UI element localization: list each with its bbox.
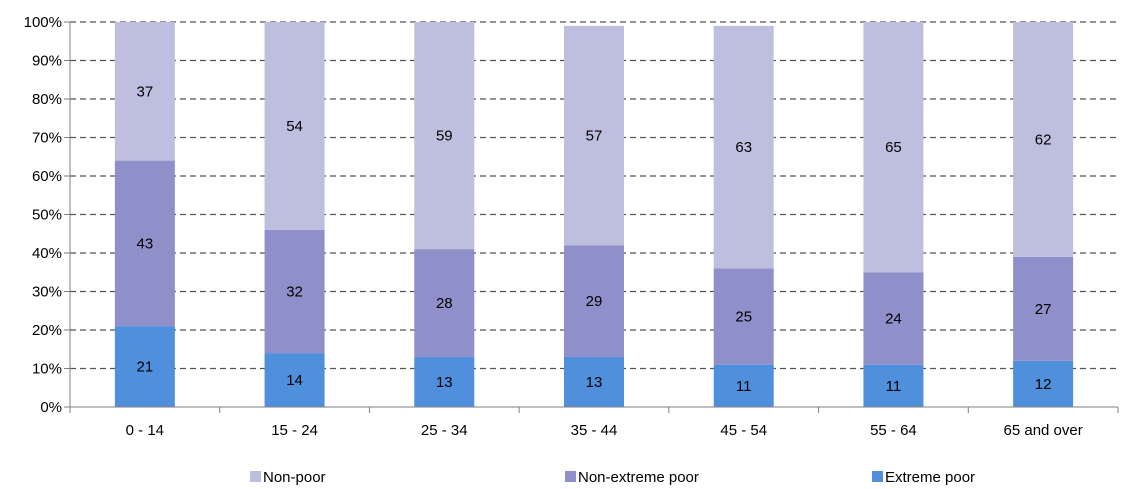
y-tick-label: 10%	[32, 361, 62, 378]
data-label: 11	[736, 378, 752, 395]
bar-segment	[564, 356, 624, 407]
data-label: 43	[137, 235, 154, 252]
x-tick-label: 65 and over	[1004, 422, 1083, 439]
y-tick-label: 30%	[32, 284, 62, 301]
data-label: 54	[286, 118, 303, 135]
legend-swatch	[565, 471, 576, 482]
bar-segment	[414, 356, 475, 407]
data-label: 28	[436, 295, 453, 312]
data-label: 12	[1035, 376, 1052, 393]
bars	[114, 22, 1074, 407]
data-label: 29	[586, 293, 603, 310]
data-label: 62	[1035, 131, 1052, 148]
bar-segment	[414, 249, 475, 357]
legend-label: Non-poor	[263, 469, 326, 486]
x-tick-label: 15 - 24	[271, 422, 318, 439]
x-tick-label: 25 - 34	[421, 422, 468, 439]
bar-segment	[564, 25, 624, 246]
bar-segment	[114, 22, 175, 161]
data-label: 21	[137, 359, 154, 376]
legend-label: Extreme poor	[885, 469, 975, 486]
legend-swatch	[250, 471, 261, 482]
data-labels: 21 43 37 14 32 54 13 28 59 13 29 57 11 25 63 11 24 65 12 27…	[137, 83, 1052, 395]
data-label: 37	[137, 83, 154, 100]
y-tick-label: 80%	[32, 91, 62, 108]
data-label: 63	[735, 139, 752, 156]
y-tick-label: 40%	[32, 245, 62, 262]
x-tick-label: 45 - 54	[720, 422, 767, 439]
y-tick-label: 100%	[24, 14, 62, 31]
data-label: 13	[436, 374, 453, 391]
axes: 0% 10% 20% 30% 40% 50% 60% 70% 80% 90% 100% 0 - 14 1…	[24, 14, 1119, 439]
data-label: 27	[1035, 301, 1052, 318]
y-tick-label: 70%	[32, 130, 62, 147]
bar-segment	[863, 272, 924, 365]
y-tick-label: 90%	[32, 53, 62, 70]
bar-segment	[1013, 22, 1074, 257]
legend-swatch	[872, 471, 883, 482]
bar-segment	[713, 364, 774, 407]
bar-segment	[114, 160, 175, 327]
bar-segment	[114, 326, 175, 407]
data-label: 13	[586, 374, 603, 391]
bar-segment	[1013, 256, 1074, 361]
legend: Non-poor Non-extreme poor Extreme poor	[250, 469, 975, 486]
bar-segment	[264, 22, 325, 230]
x-tick-label: 35 - 44	[571, 422, 618, 439]
bar-segment	[414, 22, 475, 250]
bar-segment	[713, 268, 774, 365]
data-label: 59	[436, 128, 453, 145]
bar-segment	[564, 245, 624, 357]
data-label: 24	[885, 310, 902, 327]
legend-label: Non-extreme poor	[578, 469, 699, 486]
y-tick-label: 0%	[40, 399, 62, 416]
bar-segment	[264, 353, 325, 407]
y-tick-label: 60%	[32, 168, 62, 185]
data-label: 14	[286, 372, 303, 389]
x-tick-label: 55 - 64	[870, 422, 917, 439]
bar-segment	[264, 229, 325, 354]
data-label: 32	[286, 284, 303, 301]
bar-segment	[713, 25, 774, 269]
data-label: 57	[586, 128, 603, 145]
y-tick-label: 50%	[32, 207, 62, 224]
data-label: 11	[886, 378, 902, 395]
y-tick-label: 20%	[32, 322, 62, 339]
bar-segment	[1013, 360, 1074, 407]
bar-segment	[863, 22, 924, 273]
data-label: 65	[885, 139, 902, 156]
data-label: 25	[735, 309, 752, 326]
bar-segment	[863, 364, 924, 407]
x-tick-label: 0 - 14	[126, 422, 164, 439]
